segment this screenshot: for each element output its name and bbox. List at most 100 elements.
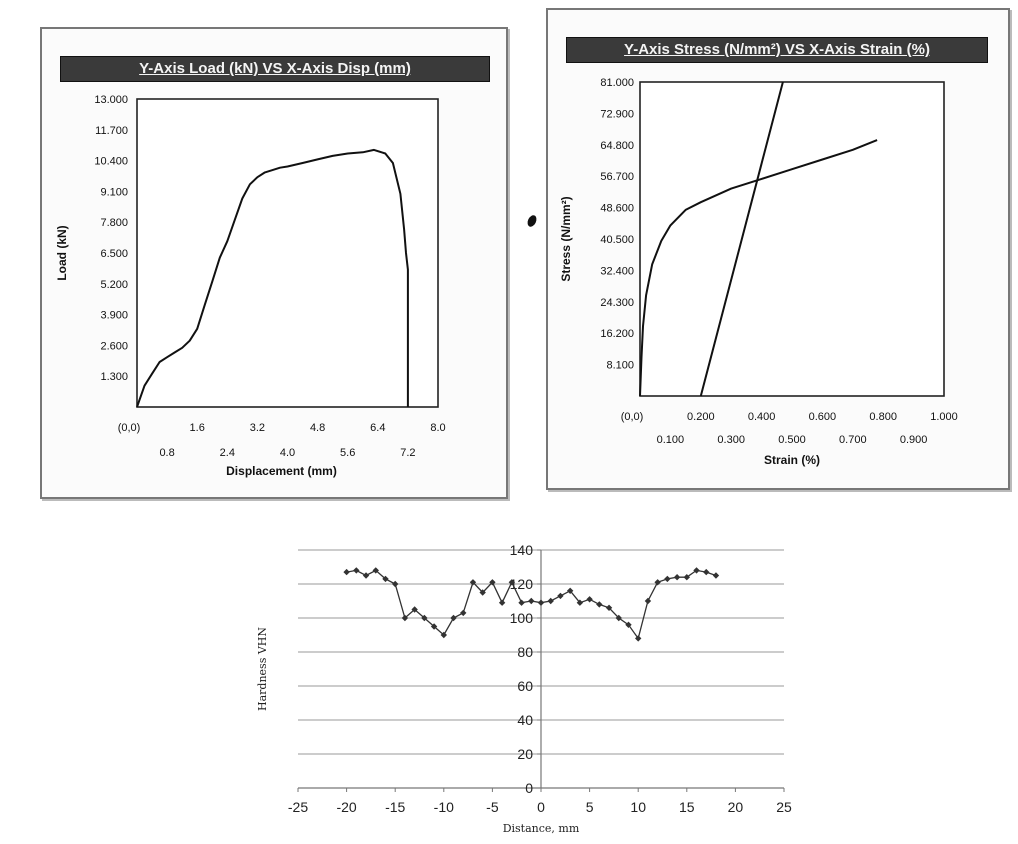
x-tick-label: 0.8 xyxy=(159,447,174,459)
y-tick-label: 48.600 xyxy=(600,203,634,215)
x-tick-label: 1.000 xyxy=(930,411,958,423)
y-tick-label: 0 xyxy=(525,780,533,796)
data-point-marker xyxy=(479,589,486,596)
data-point-marker xyxy=(460,609,467,617)
x-tick-label: 4.0 xyxy=(280,447,295,459)
x-axis-label: Distance, mm xyxy=(503,822,580,835)
data-point-marker xyxy=(430,623,438,630)
x-tick-label: 0.300 xyxy=(717,434,745,446)
data-point-marker xyxy=(547,597,554,605)
x-tick-label: 5.6 xyxy=(340,447,355,459)
y-tick-label: 3.900 xyxy=(100,310,128,322)
data-point-marker xyxy=(353,567,360,574)
y-tick-label: 80 xyxy=(517,644,533,660)
y-tick-label: 64.800 xyxy=(600,140,634,152)
series-line-1 xyxy=(136,148,409,408)
x-tick-label: 0 xyxy=(537,799,545,815)
x-tick-label: 0.200 xyxy=(687,411,715,423)
data-point-marker xyxy=(596,601,603,608)
x-tick-label: 0.100 xyxy=(657,434,685,446)
y-tick-label: 5.200 xyxy=(100,279,128,291)
y-tick-label: 10.400 xyxy=(94,156,128,168)
data-point-marker xyxy=(644,597,652,605)
y-tick-label: 72.900 xyxy=(600,108,634,120)
y-axis-label: Load (kN) xyxy=(55,225,69,280)
data-point-marker xyxy=(392,580,399,588)
x-tick-label: 1.6 xyxy=(190,422,205,434)
y-tick-label: 60 xyxy=(517,678,533,694)
series-line-2 xyxy=(699,81,784,397)
x-tick-label: 15 xyxy=(679,799,695,815)
data-point-marker xyxy=(372,567,379,574)
y-tick-label: 140 xyxy=(510,542,534,558)
y-tick-label: 32.400 xyxy=(600,265,634,277)
series-line-1 xyxy=(639,139,878,397)
data-point-marker xyxy=(557,592,564,600)
x-tick-label: -25 xyxy=(288,799,308,815)
data-point-marker xyxy=(411,606,418,613)
y-axis-label: Hardness VHN xyxy=(256,627,269,711)
y-tick-label: 8.100 xyxy=(606,360,634,372)
x-tick-label: -5 xyxy=(486,799,499,815)
x-tick-label: 6.4 xyxy=(370,422,385,434)
x-axis-label: Displacement (mm) xyxy=(226,464,337,478)
x-tick-label: 8.0 xyxy=(430,422,445,434)
x-tick-label: 3.2 xyxy=(250,422,265,434)
y-tick-label: 1.300 xyxy=(100,371,128,383)
y-tick-label: 11.700 xyxy=(95,125,128,137)
x-tick-label: -10 xyxy=(434,799,454,815)
y-tick-label: 120 xyxy=(510,576,534,592)
x-tick-label: 7.2 xyxy=(400,447,415,459)
x-tick-label: 10 xyxy=(630,799,646,815)
x-tick-label: 25 xyxy=(776,799,792,815)
x-tick-label: 20 xyxy=(728,799,744,815)
x-tick-label: (0,0) xyxy=(621,411,644,423)
x-axis-label: Strain (%) xyxy=(764,453,820,467)
stress-strain-chart: 81.000 72.900 64.800 56.700 48.600 40.500 32.4… xyxy=(559,77,958,467)
data-point-marker xyxy=(703,568,710,576)
load-displacement-chart: 13.000 11.700 10.400 9.100 7.800 6.500 5.200 3.… xyxy=(55,94,446,478)
load-displacement-panel: Y-Axis Load (kN) VS X-Axis Disp (mm) 13.… xyxy=(40,27,508,499)
y-tick-label: 16.200 xyxy=(600,328,634,340)
data-point-marker xyxy=(362,572,370,579)
data-point-marker xyxy=(615,614,622,622)
y-tick-label: 2.600 xyxy=(100,340,128,352)
plot-frame xyxy=(136,98,439,408)
data-point-marker xyxy=(421,614,428,622)
hardness-chart: 0 20 40 60 80 100 120 140 -25 -20 -15 -10 -5 0 5 10 15 20… xyxy=(256,542,792,835)
data-point-marker xyxy=(654,579,661,586)
x-tick-label: 0.400 xyxy=(748,411,776,423)
y-tick-label: 40 xyxy=(517,712,533,728)
y-tick-label: 7.800 xyxy=(100,217,128,229)
data-point-marker xyxy=(712,572,720,579)
y-tick-label: 81.000 xyxy=(600,77,634,89)
y-tick-label: 100 xyxy=(510,610,534,626)
y-tick-label: 6.500 xyxy=(100,248,128,260)
data-point-marker xyxy=(440,631,447,639)
x-tick-label: 0.500 xyxy=(778,434,806,446)
y-tick-label: 20 xyxy=(517,746,533,762)
data-point-marker xyxy=(537,599,545,606)
x-tick-label: 0.700 xyxy=(839,434,867,446)
data-point-marker xyxy=(498,599,506,606)
data-point-marker xyxy=(673,574,681,581)
y-tick-label: 56.700 xyxy=(600,171,634,183)
y-tick-label: 24.300 xyxy=(600,297,634,309)
data-point-marker xyxy=(343,568,350,576)
scan-mark xyxy=(525,213,539,229)
x-tick-label: -15 xyxy=(385,799,405,815)
load-displacement-title: Y-Axis Load (kN) VS X-Axis Disp (mm) xyxy=(60,56,490,82)
stress-strain-title: Y-Axis Stress (N/mm²) VS X-Axis Strain (… xyxy=(566,37,988,63)
stress-strain-panel: Y-Axis Stress (N/mm²) VS X-Axis Strain (… xyxy=(546,8,1010,490)
data-point-marker xyxy=(401,614,409,622)
x-tick-label: 0.600 xyxy=(809,411,837,423)
data-point-marker xyxy=(528,597,535,605)
x-tick-label: 4.8 xyxy=(310,422,325,434)
y-tick-label: 40.500 xyxy=(600,234,634,246)
x-tick-label: 5 xyxy=(586,799,594,815)
y-tick-label: 13.000 xyxy=(94,94,128,106)
data-point-marker xyxy=(450,614,457,622)
y-tick-label: 9.100 xyxy=(100,186,128,198)
x-tick-label: 0.900 xyxy=(900,434,928,446)
x-tick-label: 0.800 xyxy=(869,411,897,423)
